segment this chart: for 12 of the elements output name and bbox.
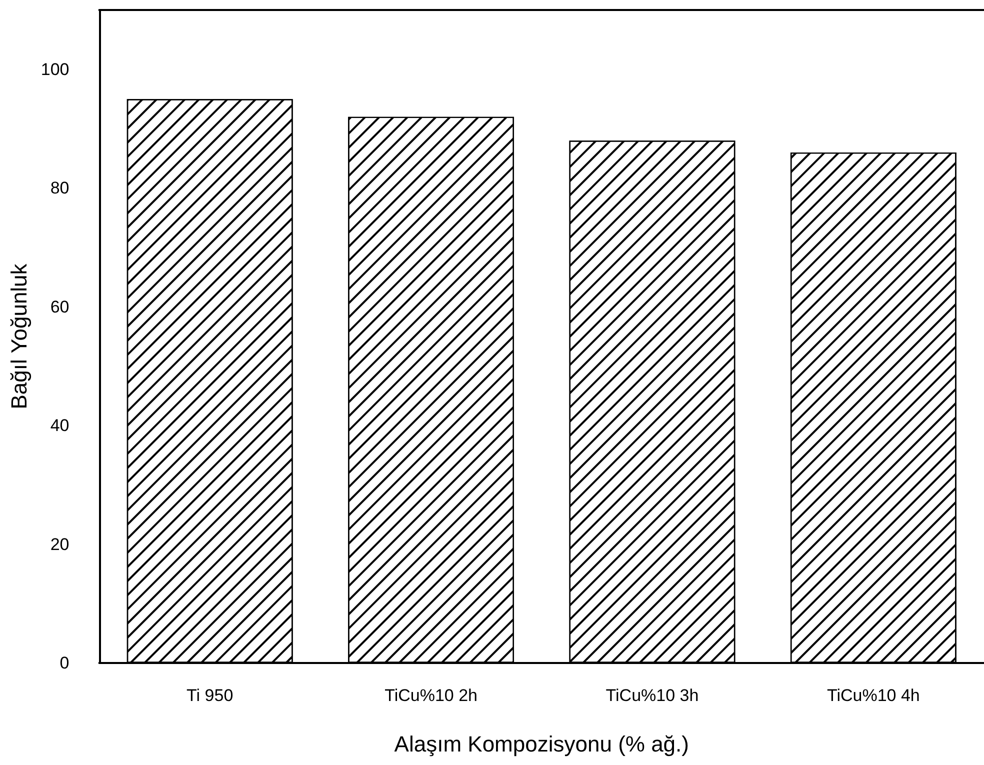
y-tick-label: 20 [50, 534, 70, 554]
x-tick-label: TiCu%10 3h [606, 686, 699, 705]
y-axis-title: Bağıl Yoğunluk [6, 262, 32, 410]
y-tick-label: 100 [40, 60, 70, 79]
y-tick-label: 0 [60, 654, 70, 672]
x-axis-title: Alaşım Kompozisyonu (% ağ.) [394, 732, 689, 756]
x-tick-label: TiCu%10 4h [826, 686, 920, 705]
y-tick-label: 40 [50, 416, 70, 436]
x-tick-label: Ti 950 [186, 686, 234, 705]
y-tick-label: 80 [50, 178, 70, 198]
x-tick-label: TiCu%10 2h [384, 686, 478, 705]
y-tick-label: 60 [50, 297, 70, 316]
